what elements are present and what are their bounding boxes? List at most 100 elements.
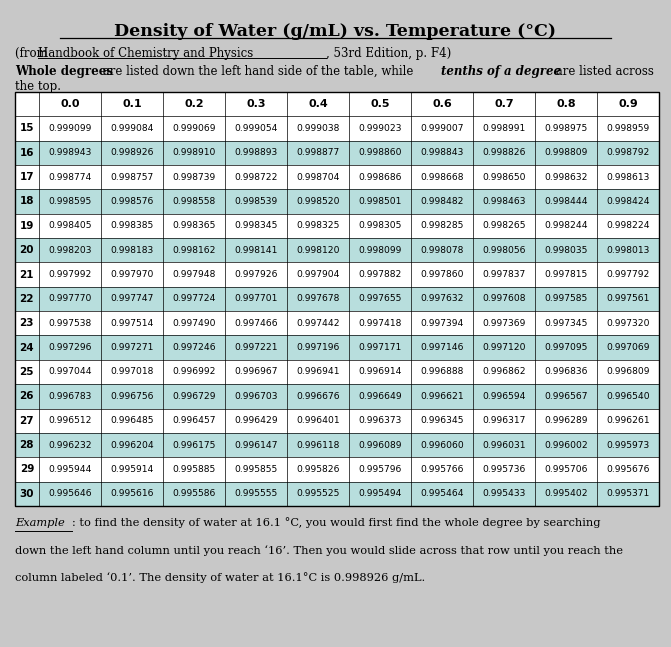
Bar [15, 481, 659, 506]
Bar [15, 433, 659, 457]
Text: 0.995555: 0.995555 [234, 489, 278, 498]
Text: 0.997146: 0.997146 [420, 343, 464, 352]
Text: 0.998501: 0.998501 [358, 197, 402, 206]
Text: 0.997442: 0.997442 [296, 319, 340, 328]
Text: 16: 16 [19, 148, 34, 158]
Text: 0.999038: 0.999038 [296, 124, 340, 133]
Text: are listed across: are listed across [552, 65, 654, 78]
Text: 0.998345: 0.998345 [234, 221, 278, 230]
Text: 0.999023: 0.999023 [358, 124, 402, 133]
Text: 0.997632: 0.997632 [420, 294, 464, 303]
Text: 0.998943: 0.998943 [48, 148, 92, 157]
Text: 0.996888: 0.996888 [420, 367, 464, 377]
Text: 0.996756: 0.996756 [110, 392, 154, 401]
Text: 0.998078: 0.998078 [420, 246, 464, 255]
Text: 0.995973: 0.995973 [607, 441, 650, 450]
Text: 0.996261: 0.996261 [606, 416, 650, 425]
Text: 0.997538: 0.997538 [48, 319, 91, 328]
Text: 0.996147: 0.996147 [234, 441, 278, 450]
Text: 0.998305: 0.998305 [358, 221, 402, 230]
Text: 0.997466: 0.997466 [234, 319, 278, 328]
Text: 0.998959: 0.998959 [607, 124, 650, 133]
Text: 0.998365: 0.998365 [172, 221, 215, 230]
Text: 0.999099: 0.999099 [48, 124, 92, 133]
Text: 0.996175: 0.996175 [172, 441, 215, 450]
Text: 0.995914: 0.995914 [110, 465, 154, 474]
Text: 0.997860: 0.997860 [420, 270, 464, 279]
Text: 0.998843: 0.998843 [420, 148, 464, 157]
Text: 0.998613: 0.998613 [606, 173, 650, 182]
Text: 0.998120: 0.998120 [296, 246, 340, 255]
Text: 0.1: 0.1 [122, 99, 142, 109]
Text: 0.998244: 0.998244 [544, 221, 588, 230]
Text: 0.999069: 0.999069 [172, 124, 215, 133]
Bar [15, 384, 659, 408]
Text: 0.996992: 0.996992 [172, 367, 215, 377]
Text: 0.997970: 0.997970 [110, 270, 154, 279]
Text: 0.996914: 0.996914 [358, 367, 402, 377]
Text: 0.998774: 0.998774 [48, 173, 92, 182]
Text: 0.997221: 0.997221 [234, 343, 278, 352]
Text: 0.998520: 0.998520 [296, 197, 340, 206]
Text: 0.995646: 0.995646 [48, 489, 92, 498]
Bar [15, 214, 659, 238]
Text: 0.998910: 0.998910 [172, 148, 215, 157]
Text: : to find the density of water at 16.1 °C, you would first find the whole degree: : to find the density of water at 16.1 °… [72, 518, 601, 529]
Text: 0.998013: 0.998013 [606, 246, 650, 255]
Bar [15, 92, 659, 116]
Text: 0.998877: 0.998877 [297, 148, 340, 157]
Text: 0.997514: 0.997514 [110, 319, 154, 328]
Text: 0.998722: 0.998722 [234, 173, 278, 182]
Text: 21: 21 [19, 270, 34, 280]
Bar [15, 287, 659, 311]
Text: 0.6: 0.6 [432, 99, 452, 109]
Text: 0.996621: 0.996621 [420, 392, 464, 401]
Text: 0.998325: 0.998325 [296, 221, 340, 230]
Text: 0.997069: 0.997069 [606, 343, 650, 352]
Bar [15, 335, 659, 360]
Text: 0.998668: 0.998668 [420, 173, 464, 182]
Text: 0.996060: 0.996060 [420, 441, 464, 450]
Text: 15: 15 [19, 124, 34, 133]
Text: 0.997018: 0.997018 [110, 367, 154, 377]
Text: 0.997345: 0.997345 [544, 319, 588, 328]
Text: 0.996118: 0.996118 [296, 441, 340, 450]
Text: 0.996783: 0.996783 [48, 392, 92, 401]
Text: 0.997490: 0.997490 [172, 319, 215, 328]
Text: 0.997655: 0.997655 [358, 294, 402, 303]
Text: 0.996345: 0.996345 [420, 416, 464, 425]
Text: 0.998632: 0.998632 [544, 173, 588, 182]
Text: 0.996809: 0.996809 [606, 367, 650, 377]
Text: 29: 29 [19, 465, 34, 474]
Text: 0.5: 0.5 [370, 99, 390, 109]
Text: 0.998576: 0.998576 [110, 197, 154, 206]
Text: 0.997561: 0.997561 [606, 294, 650, 303]
Text: 0.996232: 0.996232 [48, 441, 92, 450]
Text: 0.996729: 0.996729 [172, 392, 215, 401]
Text: 0.995525: 0.995525 [296, 489, 340, 498]
Text: 0.995855: 0.995855 [234, 465, 278, 474]
Text: 0.997815: 0.997815 [544, 270, 588, 279]
Text: 0.996836: 0.996836 [544, 367, 588, 377]
Text: 20: 20 [19, 245, 34, 255]
Text: 0.998926: 0.998926 [110, 148, 154, 157]
Text: 0.999054: 0.999054 [234, 124, 278, 133]
Text: 22: 22 [19, 294, 34, 304]
Text: 25: 25 [19, 367, 34, 377]
Text: 0.998463: 0.998463 [482, 197, 525, 206]
Text: 0.996089: 0.996089 [358, 441, 402, 450]
Text: Density of Water (g/mL) vs. Temperature (°C): Density of Water (g/mL) vs. Temperature … [115, 23, 556, 40]
Text: 0.997948: 0.997948 [172, 270, 215, 279]
Text: 0.996485: 0.996485 [110, 416, 154, 425]
Text: 0.998099: 0.998099 [358, 246, 402, 255]
Text: 0.998183: 0.998183 [110, 246, 154, 255]
Text: 0.995826: 0.995826 [296, 465, 340, 474]
Text: 0.997246: 0.997246 [172, 343, 216, 352]
Text: 0.997926: 0.997926 [234, 270, 278, 279]
Text: 0.996512: 0.996512 [48, 416, 92, 425]
Text: down the left hand column until you reach ‘16’. Then you would slide across that: down the left hand column until you reac… [15, 545, 623, 556]
Bar [15, 190, 659, 214]
Text: 24: 24 [19, 343, 34, 353]
Text: 0.996540: 0.996540 [606, 392, 650, 401]
Text: 17: 17 [19, 172, 34, 182]
